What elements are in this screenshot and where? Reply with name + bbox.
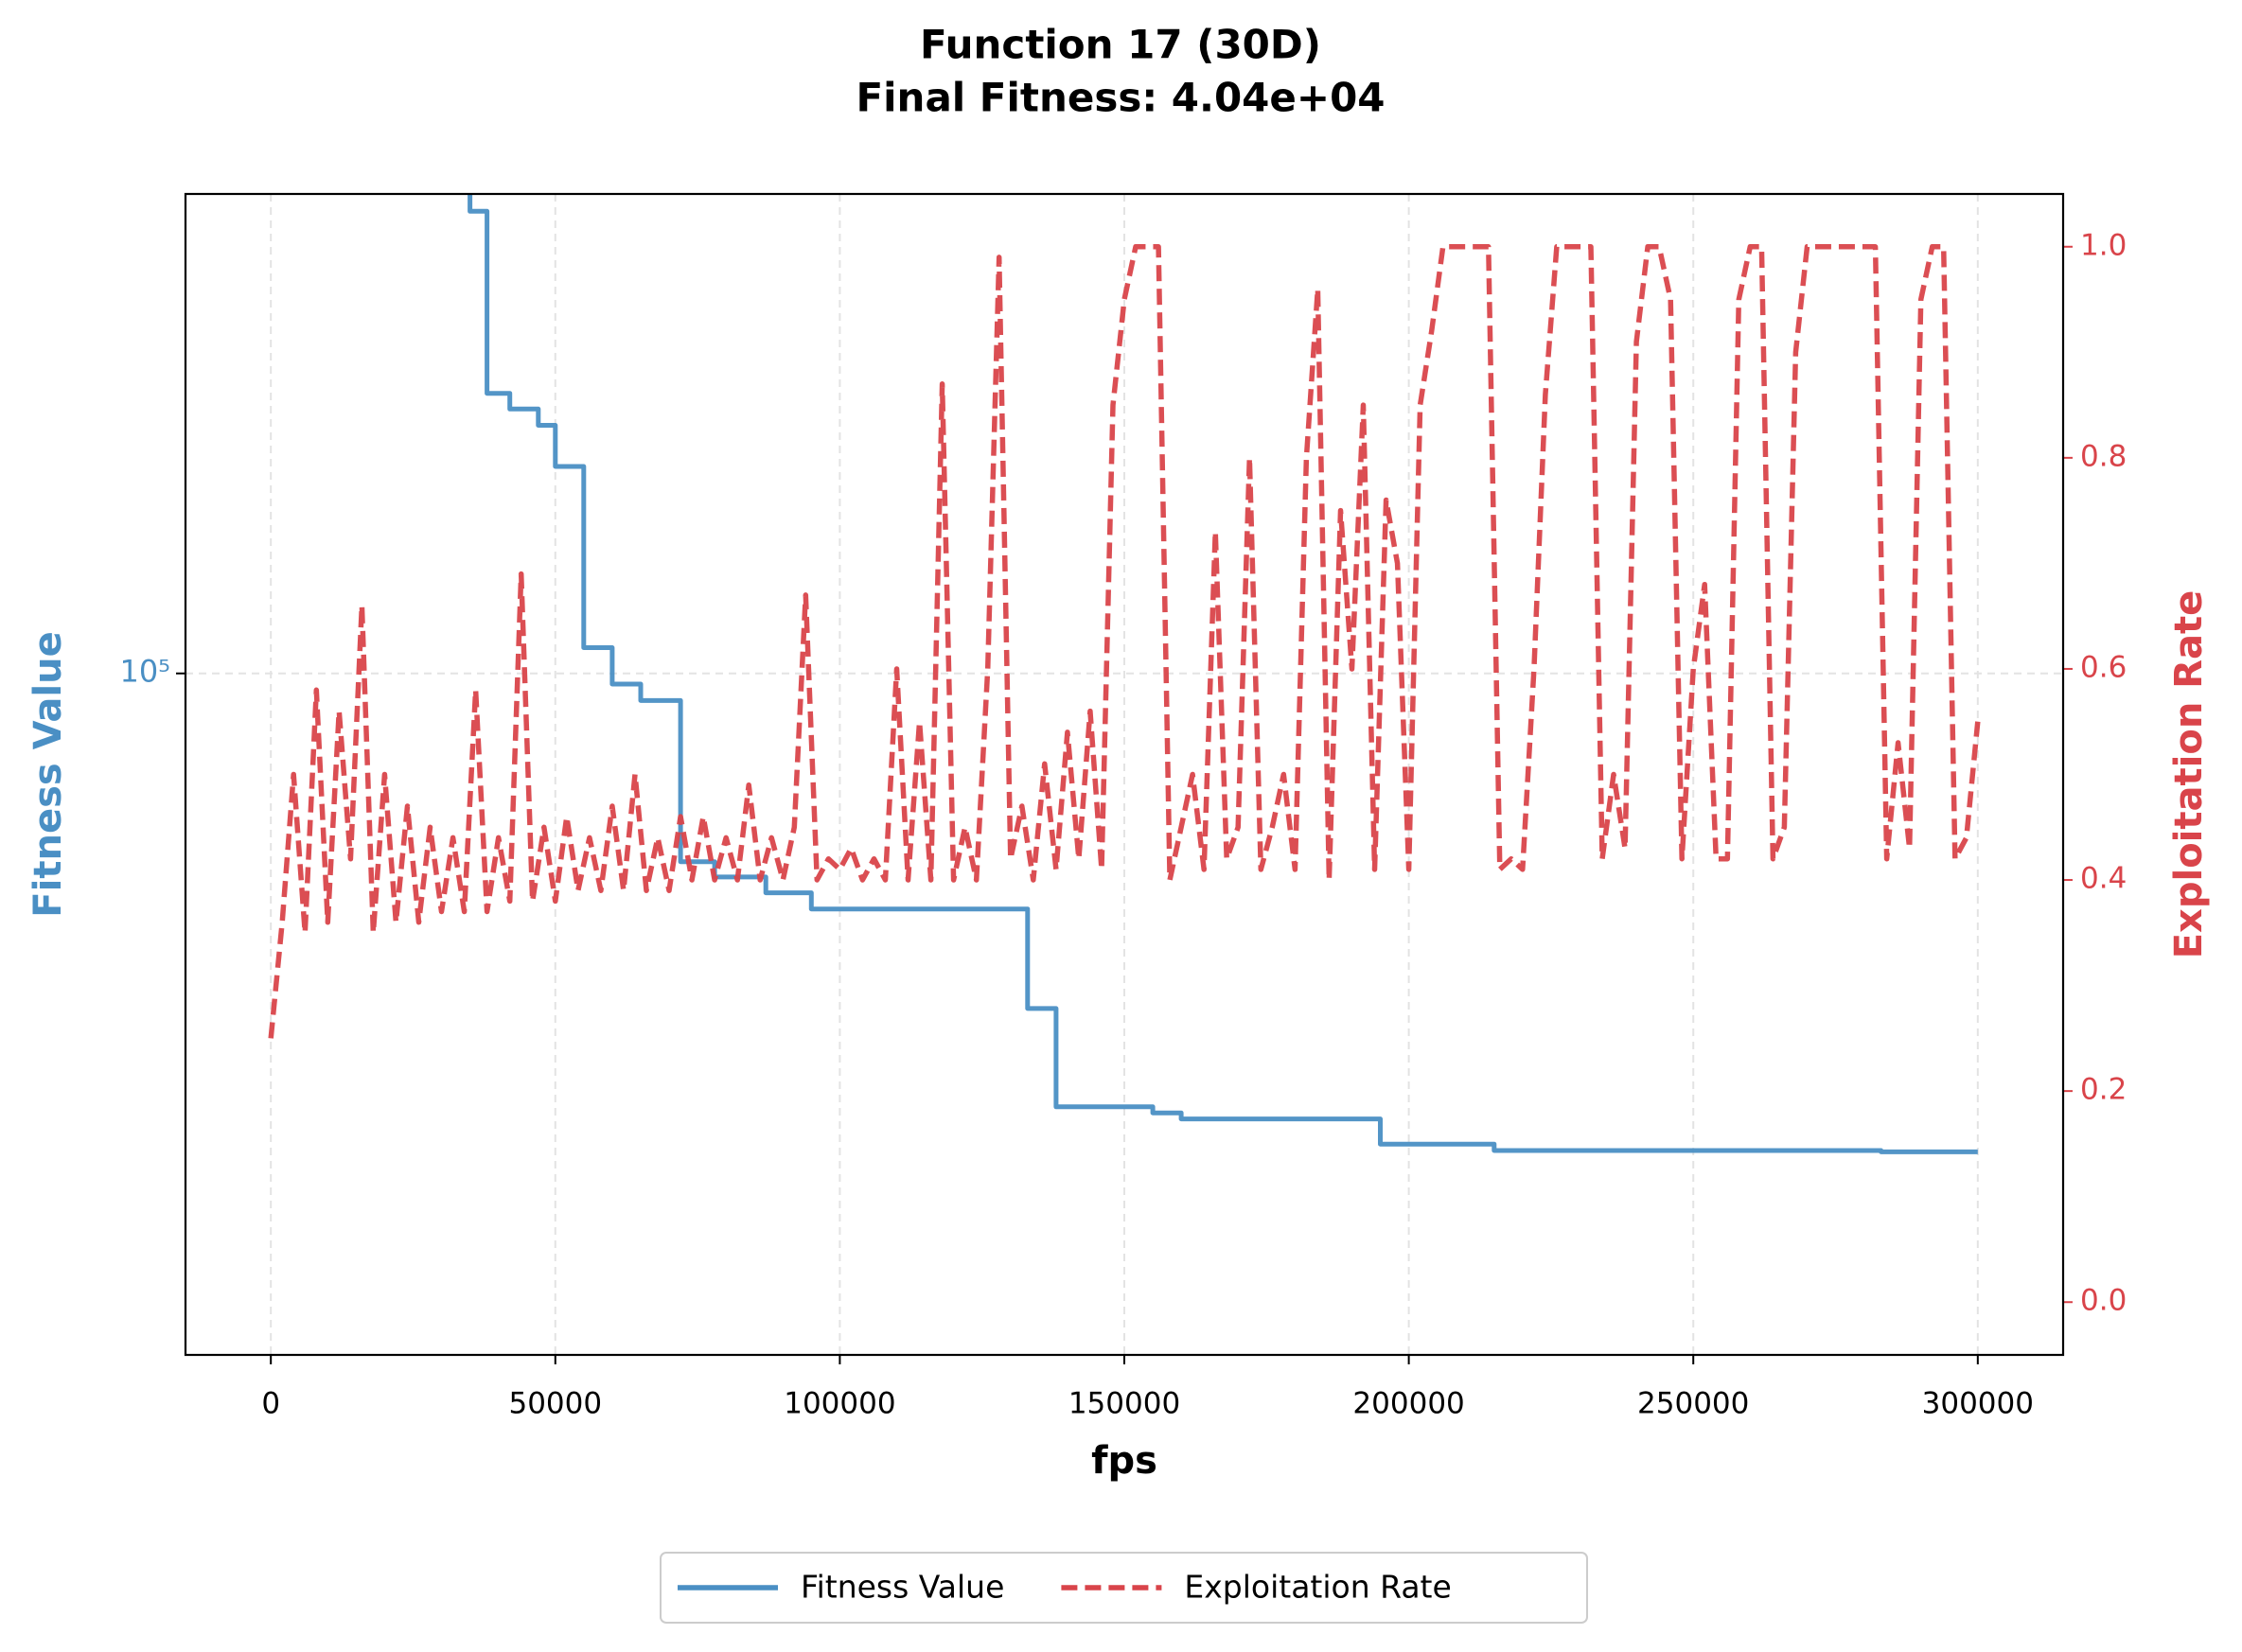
y2-tick-label: 0.4 — [2080, 862, 2127, 896]
y-tick-label: 10⁵ — [119, 654, 170, 690]
y2-tick-label: 0.0 — [2080, 1284, 2127, 1318]
series-line — [468, 194, 1978, 1154]
series-line — [268, 244, 1981, 1039]
x-tick-label: 150000 — [1068, 1387, 1180, 1421]
y2-tick-label: 1.0 — [2080, 228, 2127, 262]
x-axis-label: fps — [1091, 1439, 1157, 1483]
y-axis-label: Fitness Value — [26, 631, 70, 917]
x-tick-label: 200000 — [1352, 1387, 1464, 1421]
x-tick-label: 250000 — [1637, 1387, 1749, 1421]
legend-label: Fitness Value — [801, 1569, 1004, 1606]
x-tick-label: 100000 — [784, 1387, 895, 1421]
chart-subtitle: Final Fitness: 4.04e+04 — [856, 75, 1385, 121]
y2-tick-label: 0.8 — [2080, 439, 2127, 473]
legend-label: Exploitation Rate — [1184, 1569, 1451, 1606]
x-tick-label: 0 — [261, 1387, 280, 1421]
y2-tick-label: 0.2 — [2080, 1073, 2127, 1107]
y2-axis-label: Exploitation Rate — [2167, 590, 2211, 959]
x-tick-label: 50000 — [508, 1387, 602, 1421]
x-tick-label: 300000 — [1922, 1387, 2034, 1421]
chart-title: Function 17 (30D) — [920, 22, 1321, 68]
plot-frame — [184, 192, 2065, 1357]
y2-tick-label: 0.6 — [2080, 650, 2127, 684]
